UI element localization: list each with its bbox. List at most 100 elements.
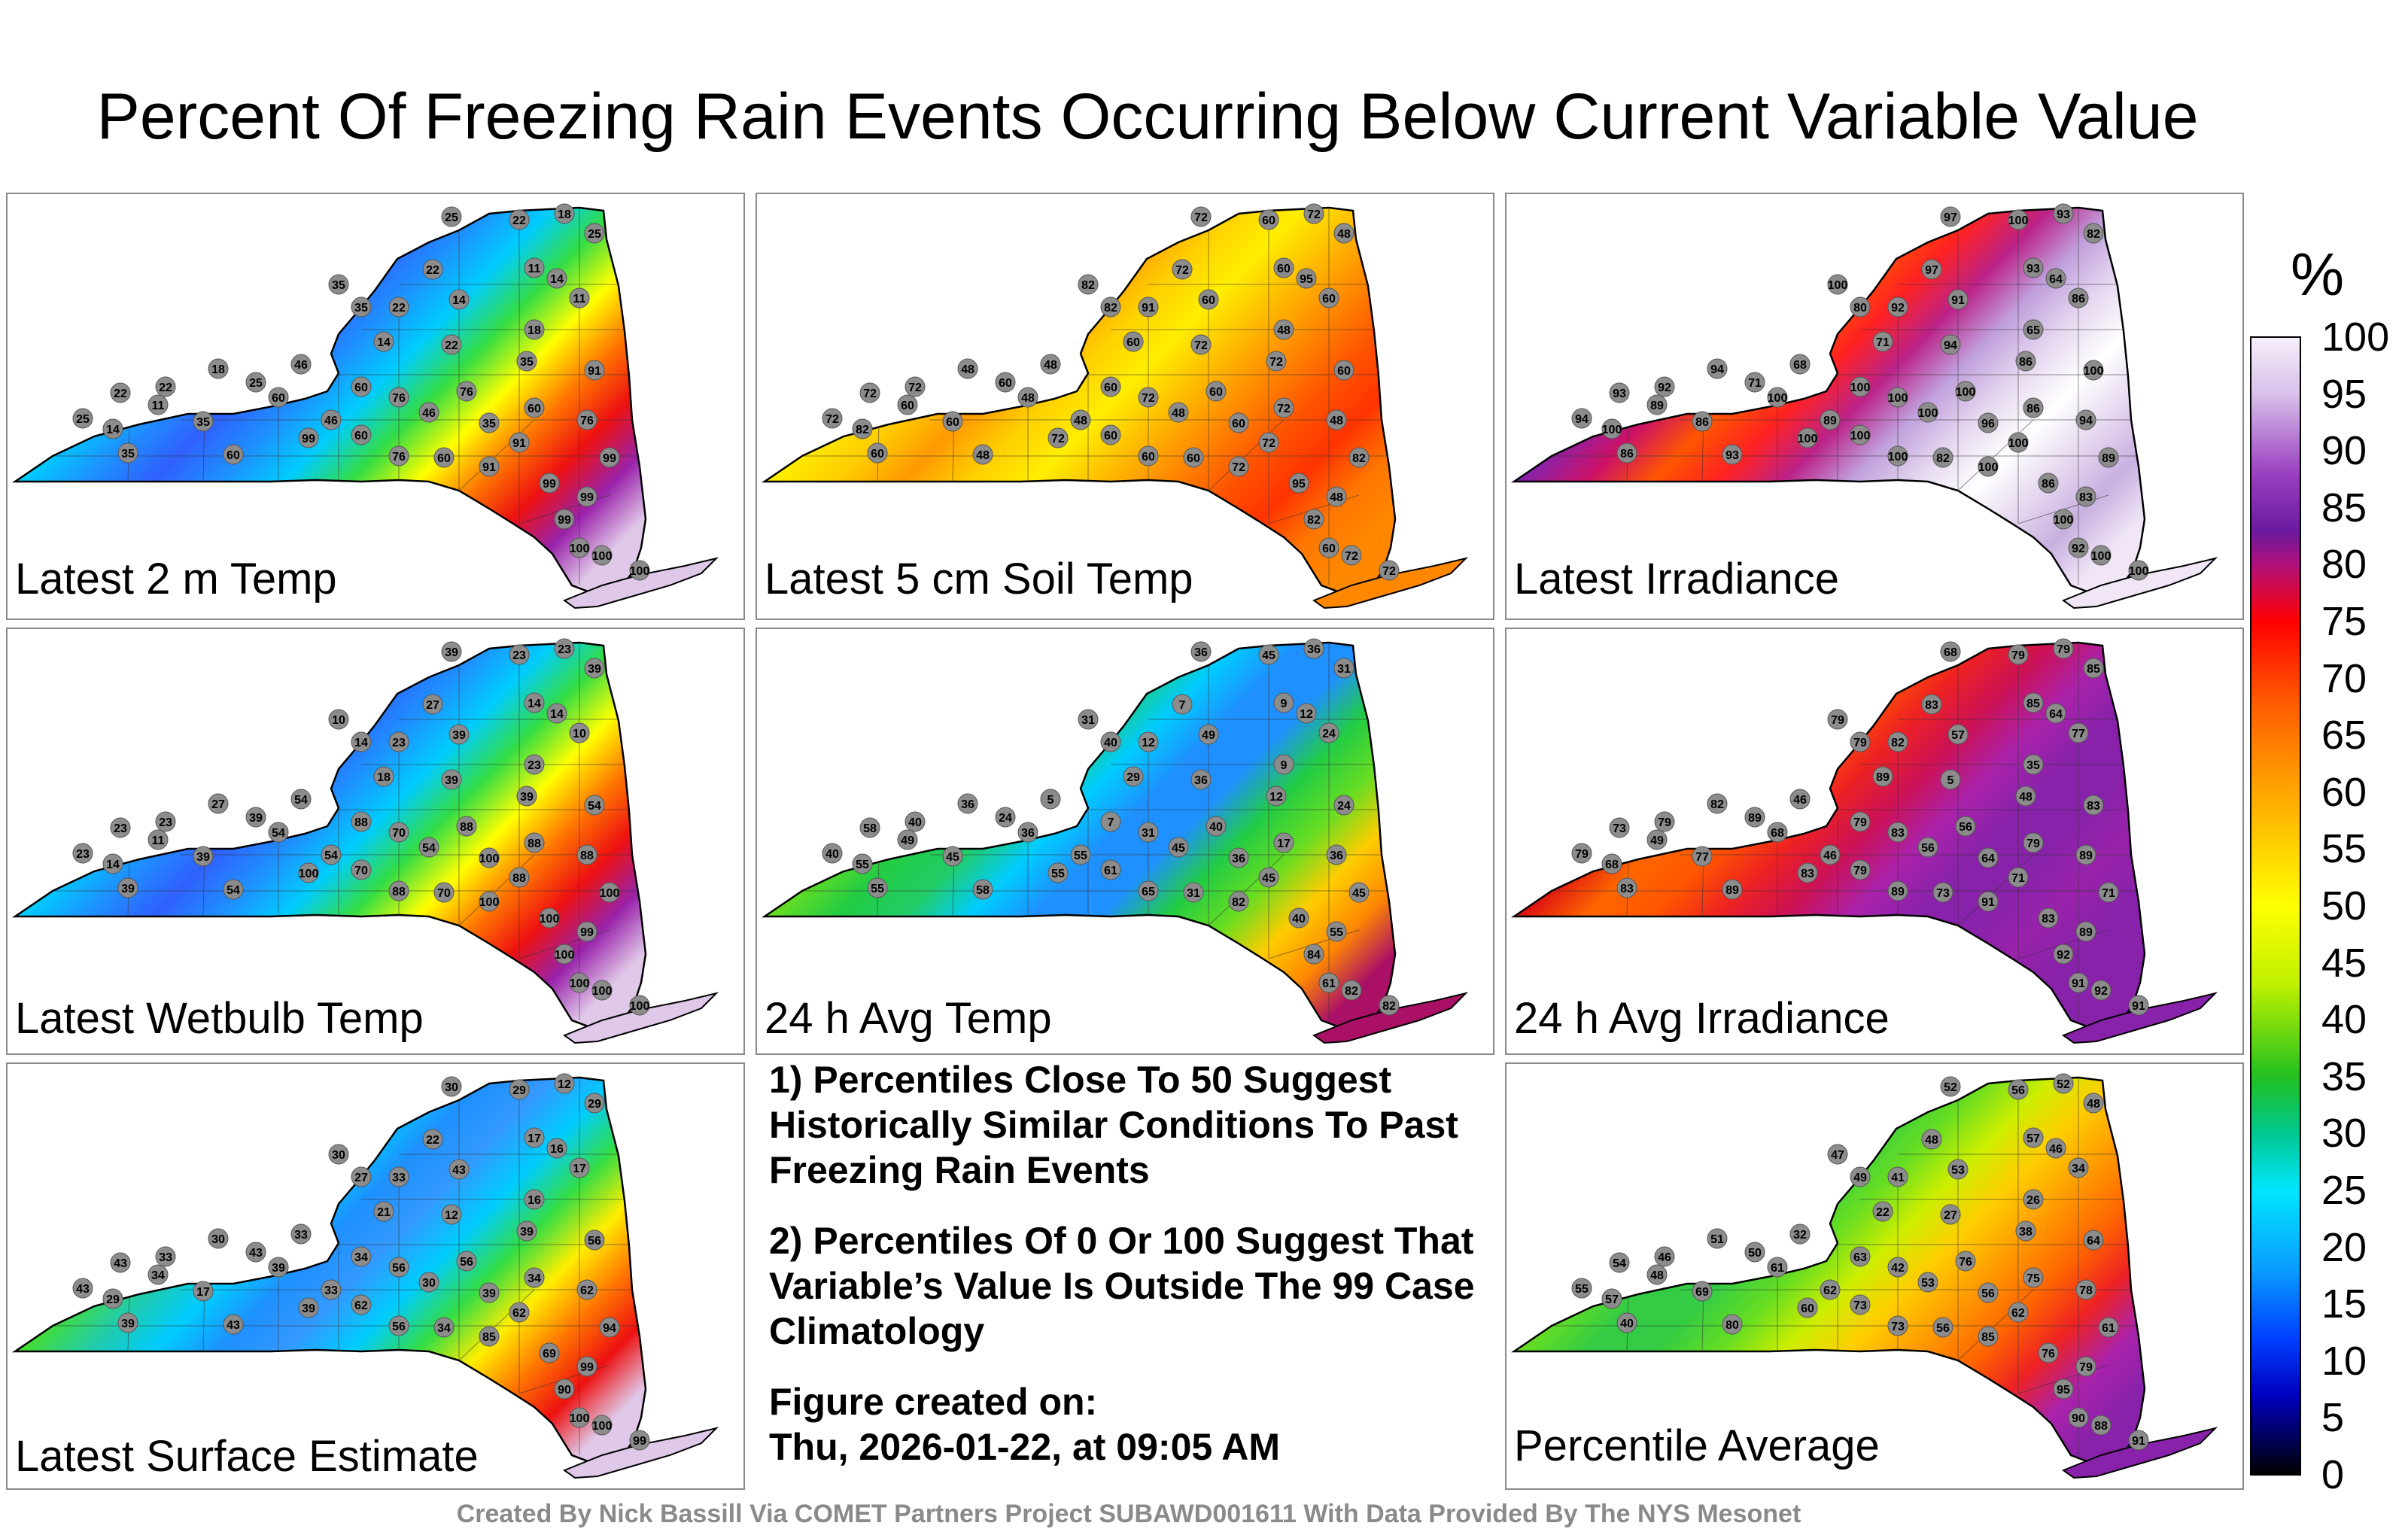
panel-label: Latest Irradiance (1514, 555, 1840, 603)
station-value: 53 (1951, 1164, 1965, 1177)
station-marker (1100, 296, 1121, 318)
station-value: 60 (272, 392, 285, 405)
station-marker (223, 1314, 244, 1335)
panel-percentile-average: 52 56 52 48 47 57 46 34 41 48 53 49 27 26 22 38 32 63 42 50… (1505, 1062, 2244, 1490)
station-marker (2038, 473, 2059, 494)
station-value: 92 (1658, 381, 1671, 394)
station-marker (1921, 694, 1942, 715)
station-marker (117, 877, 138, 898)
station-marker (1850, 1166, 1871, 1187)
station-marker (1273, 754, 1294, 775)
station-marker (479, 412, 500, 433)
station-marker (1326, 921, 1347, 942)
station-value: 83 (1891, 827, 1905, 840)
long-island (562, 992, 719, 1044)
station-value: 34 (437, 1322, 451, 1335)
station-marker (897, 829, 918, 850)
station-value: 99 (633, 1435, 646, 1448)
station-value: 97 (1925, 264, 1938, 277)
station-marker (1797, 427, 1818, 448)
station-marker (448, 1159, 470, 1180)
station-marker (1940, 334, 1961, 355)
station-value: 94 (1710, 363, 1724, 376)
station-value: 24 (1322, 728, 1336, 740)
station-marker (1887, 1166, 1908, 1187)
station-marker (147, 829, 169, 850)
station-value: 72 (1194, 211, 1208, 224)
station-value: 17 (573, 1163, 586, 1175)
station-marker (957, 358, 978, 379)
station-marker (1978, 412, 1999, 433)
station-value: 11 (528, 263, 541, 275)
colorbar-tick-label: 100 (2321, 315, 2390, 360)
station-marker (2053, 203, 2074, 224)
station-value: 76 (1959, 1256, 1972, 1269)
station-value: 72 (1269, 356, 1283, 369)
station-value: 49 (1853, 1172, 1867, 1184)
panel-label: Latest 2 m Temp (15, 555, 337, 603)
station-value: 88 (2094, 1420, 2108, 1433)
station-value: 53 (1921, 1277, 1935, 1290)
station-value: 23 (114, 822, 127, 835)
station-marker (1932, 447, 1953, 468)
station-marker (1850, 376, 1871, 397)
station-marker (822, 843, 843, 864)
station-marker (1296, 703, 1317, 724)
station-value: 64 (2087, 1235, 2100, 1248)
station-value: 55 (1575, 1283, 1589, 1296)
station-marker (2083, 795, 2104, 816)
station-marker (1917, 837, 1938, 858)
station-value: 85 (2026, 698, 2040, 710)
station-value: 11 (573, 293, 586, 305)
station-value: 89 (1876, 771, 1890, 784)
station-value: 22 (392, 302, 406, 315)
station-marker (2038, 1342, 2059, 1363)
station-marker (2075, 1279, 2096, 1300)
state-map: 72 60 724882609560917260827248607248607260… (761, 203, 1469, 609)
station-marker (995, 807, 1016, 828)
station-value: 83 (2087, 800, 2100, 813)
station-marker (2068, 287, 2089, 309)
county-lines (53, 1078, 640, 1455)
station-value: 12 (1269, 791, 1283, 804)
station-value: 18 (528, 324, 541, 337)
station-value: 39 (445, 774, 458, 787)
station-value: 73 (1853, 1299, 1867, 1312)
station-marker (584, 1230, 605, 1251)
station-marker (448, 724, 470, 745)
station-value: 50 (1748, 1247, 1762, 1260)
station-marker (1887, 296, 1908, 318)
station-value: 48 (2087, 1098, 2100, 1111)
station-marker (351, 731, 372, 752)
station-value: 62 (580, 1284, 594, 1297)
station-value: 75 (2026, 1272, 2040, 1285)
station-marker (546, 703, 567, 724)
station-marker (223, 444, 244, 465)
station-value: 9 (1281, 759, 1288, 772)
station-value: 73 (1891, 1321, 1905, 1333)
station-value: 99 (580, 1361, 594, 1374)
station-value: 69 (1695, 1286, 1709, 1299)
station-marker (290, 1223, 312, 1245)
station-marker (2128, 995, 2149, 1016)
county-lines (53, 208, 640, 585)
station-marker (2053, 944, 2074, 965)
station-value: 39 (249, 812, 263, 825)
station-value: 60 (1104, 430, 1117, 442)
station-marker (2068, 972, 2089, 993)
station-marker (546, 1138, 567, 1159)
station-marker (1333, 658, 1354, 679)
station-value: 83 (1620, 883, 1634, 895)
station-marker (1609, 382, 1630, 403)
station-value: 24 (1337, 800, 1351, 813)
station-value: 72 (1051, 433, 1065, 445)
station-marker (569, 1157, 590, 1178)
station-marker (1827, 709, 1848, 730)
station-value: 56 (2011, 1084, 2025, 1097)
station-marker (1333, 223, 1354, 244)
station-value: 48 (1172, 407, 1185, 420)
station-value: 10 (332, 714, 345, 727)
station-value: 92 (2057, 949, 2070, 962)
station-marker (1707, 358, 1728, 379)
station-value: 49 (901, 834, 914, 847)
